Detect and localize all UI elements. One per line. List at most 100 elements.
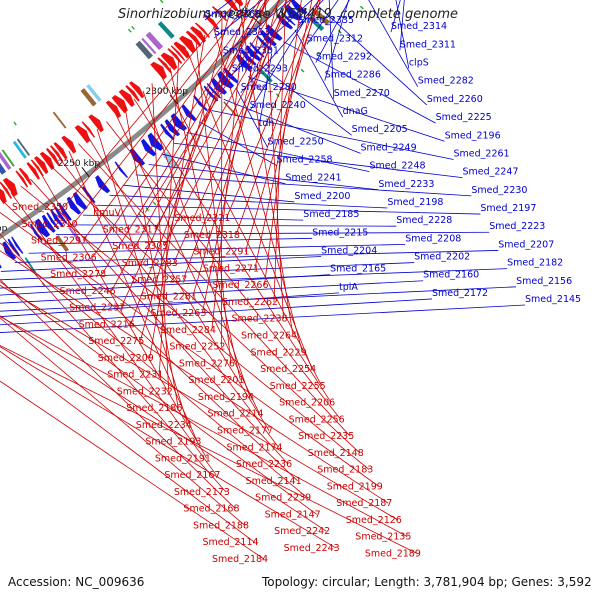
reverse-feature-block (12, 140, 27, 159)
gene-label-layer: Smed_2368 Smed_2335 Smed_2314 Smed_2313 Smed… (12, 9, 581, 565)
reverse-gene-arrow (18, 167, 32, 186)
forward-leader-line (368, 0, 419, 87)
reverse-gene-arrow (39, 151, 55, 170)
gc-marker (337, 29, 342, 34)
reverse-leader-line (139, 9, 231, 342)
reverse-leader-line (149, 34, 206, 358)
forward-leader-line (395, 0, 410, 69)
gc-marker (359, 5, 364, 10)
reverse-gene-label: Smed_2254 (260, 364, 316, 375)
reverse-leader-line (273, 0, 287, 302)
reverse-gene-label: Smed_2173 (174, 487, 230, 498)
reverse-gene-label: Smed_2234 (136, 420, 192, 431)
reverse-gene-arrow (111, 95, 128, 114)
reverse-gene-arrow (45, 148, 60, 166)
reverse-gene-label: hmuV (93, 208, 121, 219)
reverse-gene-arrow (74, 124, 91, 144)
reverse-gene-label: Smed_2243 (284, 543, 340, 554)
reverse-gene-label: Smed_2237 (69, 303, 125, 314)
forward-gene-label: Smed_2282 (418, 76, 474, 87)
reverse-gene-label: Smed_2189 (365, 548, 421, 559)
forward-leader-line (0, 304, 526, 333)
reverse-gene-label: Smed_2167 (164, 470, 220, 481)
forward-gene-label: Smed_2286 (325, 70, 381, 81)
forward-gene-arrow (290, 0, 308, 15)
reverse-feature-block (86, 84, 102, 102)
reverse-feature-block (157, 21, 175, 39)
reverse-leader-line (0, 315, 327, 532)
gc-marker (300, 68, 305, 73)
forward-gene-label: Smed_2165 (330, 264, 386, 275)
forward-gene-label: Smed_2185 (303, 209, 359, 220)
reverse-leader-line (0, 350, 255, 543)
reverse-leader-line (0, 233, 227, 493)
reverse-gene-arrow (185, 30, 202, 47)
reverse-gene-arrow (157, 57, 172, 74)
reverse-gene-label: Smed_2318 (184, 230, 240, 241)
forward-gene-label: Smed_2368 (205, 9, 261, 20)
reverse-leader-line (111, 0, 268, 291)
reverse-leader-line (130, 0, 251, 325)
scale-tick-label: 2300 kbp (146, 87, 189, 97)
reverse-gene-label: Smed_2184 (212, 554, 268, 565)
forward-gene-arrow (249, 42, 265, 58)
reverse-leader-line (0, 317, 246, 526)
forward-gene-arrow (160, 123, 175, 141)
reverse-feature-block (145, 31, 164, 51)
reverse-gene-arrow (173, 41, 190, 59)
forward-gene-arrow (50, 209, 64, 227)
reverse-gene-label: Smed_2238 (231, 314, 287, 325)
reverse-gene-arrow (34, 156, 49, 175)
forward-leader-line (399, 0, 405, 51)
reverse-gene-label: Smed_2183 (317, 465, 373, 476)
reverse-gene-label: Smed_2317 (103, 224, 159, 235)
reverse-gene-label: Smed_2242 (274, 526, 330, 537)
forward-leader-line (0, 292, 340, 318)
reverse-gene-label: Smed_2291 (193, 247, 249, 258)
forward-gene-arrow (0, 264, 2, 269)
reverse-leader-line (225, 0, 320, 219)
forward-leader-line (328, 0, 335, 99)
reverse-gene-label: Smed_2256 (289, 414, 345, 425)
accession-text: Accession: NC_009636 (8, 575, 145, 589)
forward-leader-line (258, 53, 273, 130)
forward-gene-label: clpS (409, 58, 429, 69)
reverse-leader-line (142, 90, 251, 398)
reverse-leader-line (73, 0, 251, 225)
forward-gene-arrow (210, 77, 228, 95)
forward-leader-line (0, 280, 424, 304)
reverse-gene-label: Smed_2278 (50, 269, 106, 280)
gc-marker (41, 282, 46, 287)
forward-leader-line (306, 0, 339, 45)
forward-gene-arrow (260, 30, 277, 47)
forward-gene-label: Smed_2156 (516, 276, 572, 287)
reverse-leader-line (0, 199, 298, 482)
forward-gene-arrow (58, 203, 72, 221)
reverse-gene-label: Smed_2239 (255, 493, 311, 504)
reverse-gene-label: Smed_2276 (179, 358, 235, 369)
reverse-gene-label: Smed_2188 (193, 520, 249, 531)
forward-feature-block (313, 9, 331, 26)
reverse-gene-label: Smed_2246 (60, 286, 116, 297)
reverse-gene-label: Smed_2193 (145, 437, 201, 448)
forward-leader-line (69, 224, 397, 227)
forward-leader-line (28, 243, 406, 254)
forward-gene-label: Smed_2160 (423, 270, 479, 281)
forward-gene-label: tpiA (339, 282, 358, 293)
reverse-gene-arrow (2, 177, 18, 197)
reverse-leader-line (235, 0, 321, 236)
reverse-gene-arrow (150, 61, 167, 80)
forward-gene-label: dnaG (343, 106, 368, 117)
reverse-gene-arrow (118, 89, 135, 108)
forward-gene-label: Smed_2204 (321, 245, 377, 256)
reverse-feature-block (135, 40, 153, 60)
reverse-feature-block (0, 151, 12, 171)
reverse-gene-label: Smed_2214 (207, 409, 263, 420)
reverse-leader-line (106, 121, 341, 420)
forward-gene-arrow (245, 45, 262, 62)
reverse-gene-label: Smed_2263 (150, 308, 206, 319)
reverse-leader-line (245, 0, 319, 252)
reverse-feature-block (80, 88, 97, 107)
forward-gene-label: Smed_2233 (378, 179, 434, 190)
